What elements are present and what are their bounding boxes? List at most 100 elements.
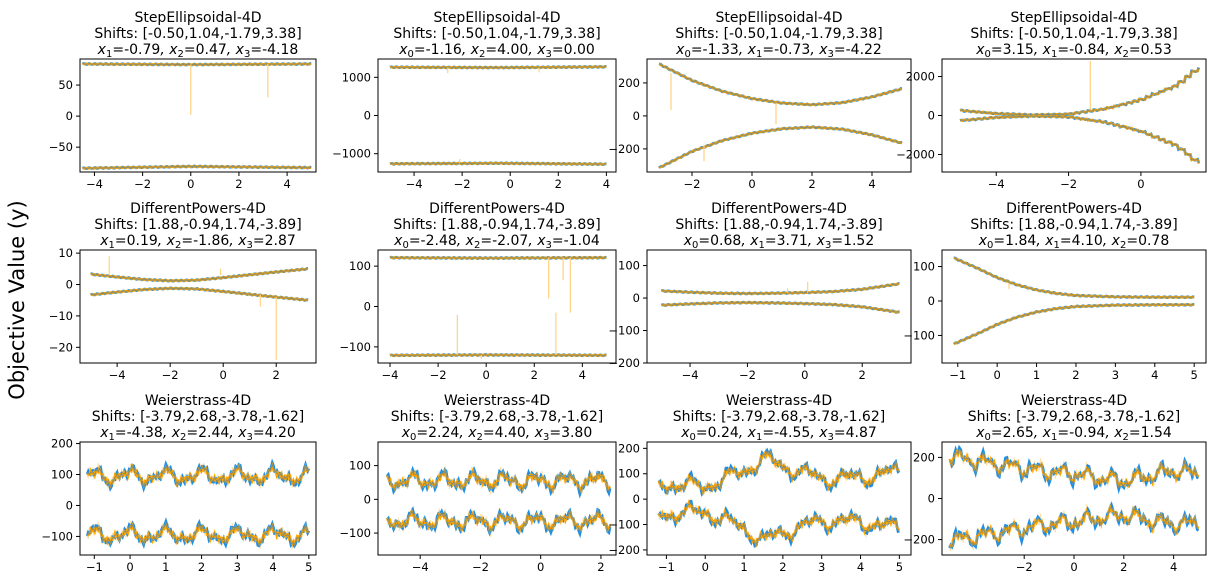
- x-tick-label: 1: [162, 560, 169, 574]
- y-tick-label: 100: [349, 459, 371, 473]
- subplot-title: Weierstrass-4D: [726, 393, 832, 409]
- subscript-value: =1.84: [993, 233, 1036, 249]
- x-tick-label: −2: [472, 560, 489, 574]
- mean-line: [389, 354, 607, 357]
- subscript-var: x: [680, 425, 690, 441]
- subscript-value: =-0.73: [762, 42, 810, 58]
- y-tick-label: −100: [903, 328, 935, 342]
- faint-sample-line: [658, 447, 900, 497]
- x-tick-label: 1: [1033, 368, 1040, 382]
- subplot-shifts: Shifts: [-0.50,1.04,-1.79,3.38]: [675, 26, 882, 42]
- subplot-shifts: Shifts: [-0.50,1.04,-1.79,3.38]: [393, 26, 600, 42]
- subscript-value: =2.44: [186, 425, 229, 441]
- y-tick-label: 100: [349, 259, 371, 273]
- subscript-var: x: [393, 233, 403, 249]
- subplot-fixed-vars: x0=-1.33, x1=-0.73, x3=-4.22: [675, 42, 882, 60]
- subplot-fixed-vars: x1=0.19, x2=-1.86, x3=2.87: [99, 233, 296, 251]
- x-tick-label: −4: [86, 177, 103, 191]
- x-tick-label: 4: [1170, 560, 1177, 574]
- subscript-var: x: [975, 425, 985, 441]
- mean-line: [82, 63, 312, 66]
- subscript-var: , x: [528, 233, 546, 249]
- y-tick-label: 100: [618, 467, 640, 481]
- y-tick-label: −2000: [896, 147, 935, 161]
- subscript-index: 3: [247, 240, 253, 251]
- subscript-index: 2: [178, 49, 184, 60]
- subscript-var: , x: [1103, 233, 1121, 249]
- subplot-title: Weierstrass-4D: [444, 393, 550, 409]
- subscript-var: , x: [526, 425, 544, 441]
- y-tick-label: 100: [618, 259, 640, 273]
- subscript-index: 0: [692, 240, 698, 251]
- subscript-var: , x: [1105, 425, 1123, 441]
- mean-line: [82, 165, 312, 170]
- subplot-fixed-vars: x0=1.84, x1=4.10, x2=0.78: [978, 233, 1170, 251]
- x-tick-label: 0: [702, 560, 709, 574]
- subscript-var: , x: [462, 42, 480, 58]
- subplot-title: Weierstrass-4D: [145, 393, 251, 409]
- subscript-value: =4.00: [485, 42, 528, 58]
- x-tick-label: −1: [949, 368, 966, 382]
- subscript-index: 1: [756, 432, 762, 443]
- figure-y-label-text: Objective Value (y): [5, 200, 29, 399]
- x-tick-label: 4: [868, 177, 875, 191]
- subscript-var: x: [401, 425, 411, 441]
- subscript-index: 3: [546, 49, 552, 60]
- x-tick-label: −2: [430, 368, 447, 382]
- subplot-shifts: Shifts: [-3.79,2.68,-3.78,-1.62]: [391, 409, 603, 425]
- x-tick-label: 4: [269, 560, 276, 574]
- subplot-shifts: Shifts: [-0.50,1.04,-1.79,3.38]: [970, 26, 1177, 42]
- plot-area: [81, 62, 312, 171]
- x-tick-label: −1: [86, 560, 103, 574]
- mean-line: [658, 63, 903, 106]
- mean-line: [953, 303, 1195, 345]
- subscript-index: 2: [175, 240, 181, 251]
- subscript-value: =2.24: [416, 425, 459, 441]
- x-tick-label: 0: [483, 368, 490, 382]
- subscript-value: =-2.48: [409, 233, 457, 249]
- subscript-value: =4.87: [834, 425, 877, 441]
- subscript-value: =-1.04: [552, 233, 600, 249]
- y-tick-label: −100: [608, 518, 640, 532]
- subscript-value: =-0.79: [112, 42, 160, 58]
- subscript-var: , x: [1034, 425, 1052, 441]
- mean-line: [386, 469, 611, 493]
- axes-frame: [646, 441, 912, 556]
- subscript-index: 0: [408, 49, 414, 60]
- subscript-var: x: [398, 42, 408, 58]
- y-tick-label: 200: [618, 441, 640, 455]
- subscript-var: x: [675, 42, 685, 58]
- subplot-fixed-vars: x0=2.65, x1=-0.94, x2=1.54: [975, 425, 1172, 443]
- subscript-var: , x: [160, 42, 178, 58]
- x-tick-label: 4: [579, 368, 586, 382]
- x-tick-label: −2: [162, 368, 179, 382]
- mean-line: [658, 450, 900, 494]
- subscript-index: 1: [109, 432, 115, 443]
- subscript-value: =0.47: [184, 42, 227, 58]
- y-tick-label: −100: [41, 529, 73, 543]
- subscript-index: 3: [546, 240, 552, 251]
- subplot-title: StepEllipsoidal-4D: [715, 10, 842, 26]
- subscript-var: , x: [1036, 233, 1054, 249]
- subscript-var: , x: [808, 233, 826, 249]
- x-tick-label: −2: [454, 177, 471, 191]
- series-a-line: [952, 302, 1195, 346]
- y-tick-label: 0: [66, 109, 73, 123]
- axes-frame: [79, 58, 317, 173]
- subplot-title: StepEllipsoidal-4D: [134, 10, 261, 26]
- subplot-fixed-vars: x1=-0.79, x2=0.47, x3=-4.18: [97, 42, 299, 60]
- subscript-index: 2: [1120, 240, 1126, 251]
- subscript-index: 2: [474, 240, 480, 251]
- subscript-index: 0: [684, 49, 690, 60]
- y-tick-label: 0: [928, 109, 935, 123]
- mean-line: [661, 301, 900, 313]
- subscript-value: =-1.86: [181, 233, 229, 249]
- axes-frame: [377, 441, 617, 556]
- subscript-var: , x: [459, 425, 477, 441]
- subscript-var: , x: [227, 42, 245, 58]
- subscript-var: , x: [810, 425, 828, 441]
